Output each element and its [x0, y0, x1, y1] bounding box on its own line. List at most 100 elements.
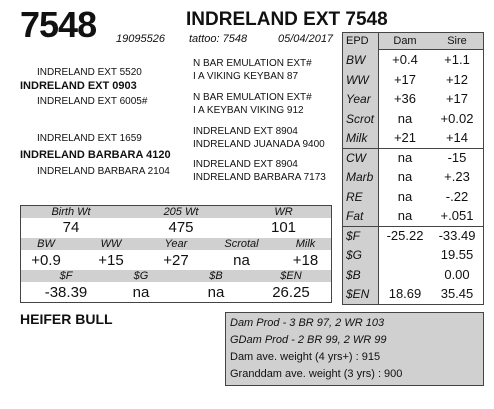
epd-row-label: RE [346, 189, 363, 204]
epd-header-sire: Sire [447, 35, 467, 47]
epd-row-dam: na [397, 188, 413, 204]
epd-header-dam: Dam [393, 35, 417, 47]
epd-row: CW na -15 [343, 148, 483, 168]
epd-row-sire: -33.49 [438, 227, 476, 243]
epd-row-sire: -.22 [445, 188, 469, 204]
epd-header-label: EPD [346, 35, 369, 47]
epd-row: Scrot na +0.02 [343, 109, 483, 129]
epd-row-dam: 18.69 [388, 286, 422, 301]
epd-row-dam: na [397, 110, 413, 126]
epd-row-label: $F [346, 228, 361, 243]
f-value: -38.39 [44, 284, 88, 301]
birth-wt-value: 74 [62, 219, 80, 236]
epd-divider [343, 147, 483, 149]
pedigree-ss-line1: N BAR EMULATION EXT# [193, 58, 312, 69]
perf-label-band-3 [21, 270, 331, 282]
pedigree-dam: INDRELAND BARBARA 4120 [20, 149, 171, 161]
sex-label: HEIFER BULL [20, 311, 113, 327]
pedigree-dd-line2: INDRELAND BARBARA 7173 [193, 172, 326, 183]
epd-row-label: Marb [346, 170, 374, 184]
perf-label-band-2 [21, 238, 331, 250]
epd-row-sire: +17 [445, 91, 469, 106]
epd-row-sire: +12 [445, 71, 469, 87]
epd-row: Marb na +.23 [343, 167, 483, 187]
epd-row-sire: +14 [445, 130, 469, 145]
gdam-prod: GDam Prod - 2 BR 99, 2 WR 99 [230, 334, 387, 346]
epd-row-sire: +1.1 [444, 52, 470, 67]
dam-average-weight: Dam ave. weight (4 yrs+) : 915 [230, 351, 381, 363]
g-label: $G [133, 270, 149, 282]
birth-date: 05/04/2017 [278, 33, 334, 45]
bw-label: BW [37, 238, 55, 250]
b-value: na [207, 284, 225, 301]
epd-row: RE na -.22 [343, 187, 483, 207]
registration-number: 19095526 [116, 33, 165, 45]
milk-value: +18 [292, 252, 319, 269]
epd-row-dam: na [397, 149, 413, 165]
epd-row-label: WW [346, 72, 369, 87]
epd-row-label: Milk [346, 131, 368, 145]
pedigree-sire-sire: INDRELAND EXT 5520 [37, 67, 142, 78]
pedigree-sd-line2: I A KEYBAN VIKING 912 [193, 105, 304, 116]
epd-row: Fat na +.051 [343, 206, 483, 226]
animal-name-title: INDRELAND EXT 7548 [186, 9, 388, 30]
wr-label: WR [274, 206, 293, 218]
epd-divider [343, 225, 483, 227]
epd-row: BW +0.4 +1.1 [343, 50, 483, 70]
wt205-value: 475 [168, 219, 194, 236]
dam-prod: Dam Prod - 3 BR 97, 2 WR 103 [230, 317, 385, 329]
epd-row: $F -25.22 -33.49 [343, 226, 483, 246]
epd-row: $EN 18.69 35.45 [343, 284, 483, 304]
epd-row: $G 19.55 [343, 245, 483, 265]
en-value: 26.25 [272, 284, 310, 301]
epd-row-sire: +.23 [444, 169, 470, 184]
epd-row-label: $B [346, 267, 361, 282]
epd-row: Year +36 +17 [343, 89, 483, 109]
epd-row-label: $G [346, 248, 363, 262]
epd-row-label: Year [346, 92, 371, 106]
ww-label: WW [100, 238, 122, 250]
lot-number: 7548 [20, 4, 97, 45]
pedigree-ss-line2: I A VIKING KEYBAN 87 [193, 71, 299, 82]
tattoo: tattoo: 7548 [189, 33, 248, 45]
performance-table: Birth Wt 205 Wt WR 74 475 101 BW WW Year… [20, 205, 332, 303]
milk-label: Milk [295, 238, 316, 250]
epd-row-label: $EN [346, 287, 370, 301]
bw-value: +0.9 [31, 252, 61, 269]
epd-row: Milk +21 +14 [343, 128, 483, 148]
epd-row-sire: +0.02 [440, 110, 474, 126]
epd-row-label: BW [346, 53, 366, 67]
pedigree-ds-line1: INDRELAND EXT 8904 [193, 126, 298, 137]
b-label: $B [209, 270, 223, 282]
epd-row-sire: 19.55 [440, 247, 474, 262]
epd-row-label: Scrot [346, 111, 375, 126]
epd-row-dam: +21 [393, 130, 417, 145]
epd-table: EPD Dam Sire BW +0.4 +1.1 WW +17 +12 Year +36 +1… [342, 32, 484, 305]
ww-value: +15 [98, 252, 124, 269]
pedigree-ds-line2: INDRELAND JUANADA 9400 [193, 139, 325, 150]
wt205-label: 205 Wt [163, 206, 199, 218]
year-label: Year [164, 238, 188, 250]
epd-row-dam: +0.4 [392, 52, 418, 67]
epd-label-column [343, 33, 379, 304]
epd-row-sire: 35.45 [440, 286, 474, 301]
epd-row-dam: na [397, 169, 413, 184]
epd-row-label: CW [346, 150, 366, 165]
pedigree-dam-dam: INDRELAND BARBARA 2104 [37, 166, 170, 177]
pedigree-dam-sire: INDRELAND EXT 1659 [37, 133, 142, 144]
granddam-average-weight: Granddam ave. weight (3 yrs) : 900 [230, 368, 403, 380]
epd-row: $B 0.00 [343, 265, 483, 285]
epd-row-dam: -25.22 [386, 227, 424, 243]
year-value: +27 [163, 252, 189, 269]
pedigree-sd-line1: N BAR EMULATION EXT# [193, 92, 312, 103]
epd-row-dam: na [397, 208, 413, 223]
epd-row-sire: -15 [447, 149, 467, 165]
epd-row-dam: +36 [393, 91, 417, 106]
g-value: na [132, 284, 150, 301]
en-label: $EN [280, 270, 302, 282]
dam-production-box: Dam Prod - 3 BR 97, 2 WR 103 GDam Prod -… [225, 312, 484, 386]
perf-label-band-1 [21, 206, 331, 218]
pedigree-dd-line1: INDRELAND EXT 8904 [193, 159, 298, 170]
epd-row-dam: +17 [393, 71, 417, 87]
epd-row-sire: +.051 [440, 208, 474, 223]
